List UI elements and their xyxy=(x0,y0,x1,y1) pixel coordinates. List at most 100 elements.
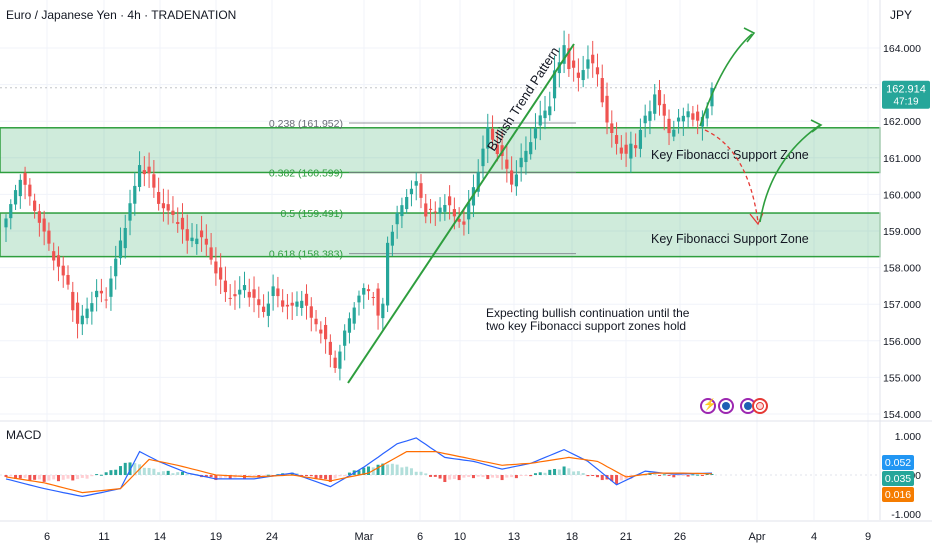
time-tick: 6 xyxy=(417,531,423,543)
macd-histogram-bar xyxy=(266,474,270,476)
candle-body xyxy=(438,207,442,214)
macd-histogram-bar xyxy=(90,475,94,477)
candle-body xyxy=(42,218,46,232)
macd-histogram-bar xyxy=(142,467,146,475)
macd-histogram-bar xyxy=(252,475,256,477)
macd-histogram-bar xyxy=(400,467,404,475)
candle-body xyxy=(586,59,590,69)
candles xyxy=(4,30,714,381)
candle-body xyxy=(691,113,695,120)
candle-body xyxy=(128,203,132,221)
macd-histogram-bar xyxy=(80,475,84,478)
macd-histogram-bar xyxy=(133,463,137,475)
candle-body xyxy=(242,285,247,291)
note-line-1: Expecting bullish continuation until the xyxy=(486,306,690,320)
macd-tick: 1.000 xyxy=(895,431,921,443)
macd-histogram-bar xyxy=(524,475,528,476)
macd-label[interactable]: MACD xyxy=(6,428,42,442)
candle-body xyxy=(710,88,714,107)
candle-body xyxy=(75,302,80,324)
candle-body xyxy=(452,209,456,217)
macd-histogram-bar xyxy=(367,466,371,475)
candle-body xyxy=(495,144,499,155)
macd-histogram-bar xyxy=(448,475,452,480)
candle-body xyxy=(199,230,204,238)
macd-histogram-bar xyxy=(586,475,590,477)
candle-body xyxy=(285,304,290,307)
candle-body xyxy=(643,115,647,124)
macd-histogram-bar xyxy=(543,472,547,475)
candle-body xyxy=(400,205,404,217)
macd-histogram-bar xyxy=(409,468,413,475)
macd-histogram-bar xyxy=(209,475,213,478)
candle-body xyxy=(37,211,41,223)
projection-arrow-recover xyxy=(759,124,821,223)
macd-histogram-bar xyxy=(147,467,151,475)
time-tick: 19 xyxy=(210,531,222,543)
candle-body xyxy=(214,261,218,274)
candle-body xyxy=(552,70,557,99)
candle-body xyxy=(333,357,337,369)
candle-body xyxy=(614,135,619,144)
symbol-title[interactable]: Euro / Japanese Yen · 4h · TRADENATION xyxy=(6,8,237,22)
macd-histogram-bar xyxy=(438,475,442,479)
candle-body xyxy=(347,318,352,333)
candle-body xyxy=(85,308,89,319)
macd-histogram-bar xyxy=(419,471,423,475)
price-tick: 159.000 xyxy=(883,226,921,238)
candle-body xyxy=(9,204,13,219)
candle-body xyxy=(295,301,299,307)
candle-body xyxy=(605,95,609,123)
candle-body xyxy=(638,129,643,149)
candle-body xyxy=(95,290,99,298)
macd-histogram-bar xyxy=(557,469,561,475)
macd-histogram-bar xyxy=(324,475,328,480)
macd-histogram-bar xyxy=(157,472,161,475)
candle-body xyxy=(118,240,123,259)
macd-histogram-bar xyxy=(309,475,313,477)
time-tick: 14 xyxy=(154,531,166,543)
candle-body xyxy=(376,288,380,316)
candle-body xyxy=(328,341,332,355)
macd-value-badge xyxy=(882,455,914,470)
signal-line xyxy=(5,451,713,494)
macd-value-badge xyxy=(882,471,914,486)
fib-label: 0.382 (160.599) xyxy=(269,167,343,179)
candle-body xyxy=(700,116,705,127)
flag-icon[interactable] xyxy=(718,398,734,414)
candle-body xyxy=(610,123,614,133)
candle-body xyxy=(157,192,161,204)
candle-body xyxy=(672,129,676,137)
candle-body xyxy=(257,299,261,306)
macd-histogram-bar xyxy=(347,472,351,475)
macd-histogram-bar xyxy=(395,464,399,475)
currency-label[interactable]: JPY xyxy=(890,8,913,22)
macd-histogram-bar xyxy=(414,471,418,475)
macd-histogram-bar xyxy=(405,466,409,475)
macd-histogram-bar xyxy=(553,468,557,475)
candle-body xyxy=(195,238,199,245)
macd-histogram-bar xyxy=(462,475,466,478)
macd-pane xyxy=(0,437,880,498)
candle-body xyxy=(261,306,266,312)
candle-body xyxy=(133,185,137,204)
candle-body xyxy=(576,72,580,78)
candle-body xyxy=(13,190,18,205)
candle-body xyxy=(33,200,37,211)
macd-value: 0.035 xyxy=(885,473,911,485)
lightning-icon[interactable]: ⚡ xyxy=(700,398,717,414)
candle-body xyxy=(4,218,8,228)
event-icon-red[interactable] xyxy=(752,398,768,414)
candle-body xyxy=(366,289,371,292)
candle-body xyxy=(276,288,280,297)
macd-histogram-bar xyxy=(152,468,156,475)
macd-histogram-bar xyxy=(381,463,385,475)
macd-histogram-bar xyxy=(223,475,227,478)
candle-body xyxy=(52,251,56,261)
grid xyxy=(0,0,880,520)
candle-body xyxy=(104,299,108,301)
macd-histogram-bar xyxy=(424,473,428,475)
candle-body xyxy=(600,78,604,103)
